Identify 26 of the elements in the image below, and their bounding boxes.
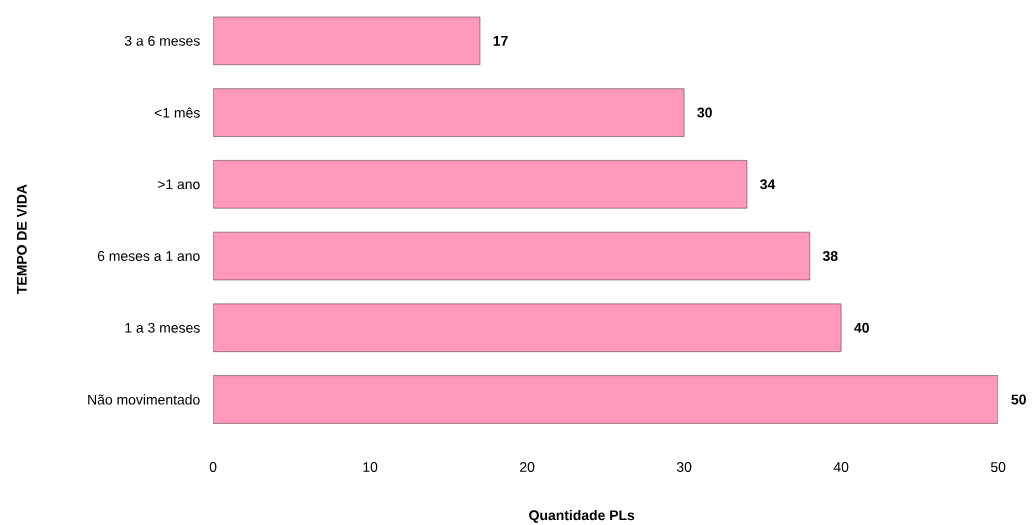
y-tick-label: >1 ano [157,179,200,190]
bar [213,160,748,209]
x-tick-label: 0 [209,462,217,472]
x-tick-label: 40 [833,462,849,472]
data-label: 30 [697,107,712,118]
bar [213,231,810,281]
bar [213,303,842,352]
data-label: 50 [1011,394,1026,405]
bar [213,88,685,137]
data-label: 34 [760,179,776,190]
y-axis-title: TEMPO DE VIDA [16,184,27,294]
data-label: 40 [854,322,869,333]
data-label: 38 [822,251,838,261]
x-tick-label: 50 [990,462,1006,472]
x-tick-label: 30 [676,462,692,472]
x-tick-label: 10 [363,462,378,472]
bar [213,375,999,424]
x-axis-title: Quantidade PLs [529,509,635,523]
y-tick-label: 1 a 3 meses [125,322,200,333]
bar [213,16,481,65]
y-tick-label: 3 a 6 meses [124,35,200,46]
y-tick-label: <1 mês [154,107,200,118]
y-tick-label: Não movimentado [88,394,200,405]
x-tick-label: 20 [520,462,535,472]
y-tick-label: 6 meses a 1 ano [97,251,200,261]
data-label: 17 [493,36,508,46]
